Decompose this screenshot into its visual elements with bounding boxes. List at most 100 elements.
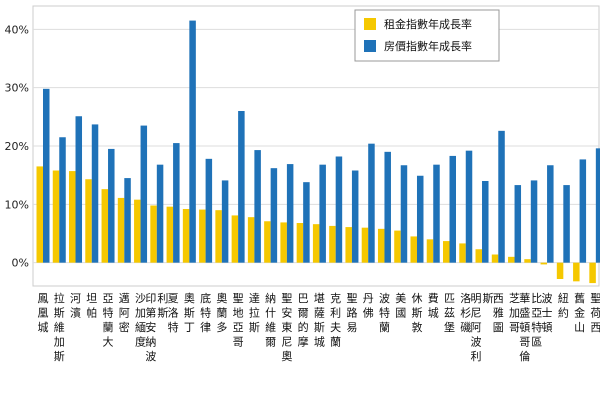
legend: 租金指數年成長率 房價指數年成長率: [354, 9, 500, 62]
bar-rent: [69, 171, 76, 263]
y-tick-label: 0%: [12, 257, 29, 270]
category-label: 亞特蘭大: [103, 292, 114, 349]
y-tick-label: 40%: [5, 23, 29, 36]
category-label: 奧蘭多: [216, 292, 227, 334]
category-label: 美國: [395, 292, 406, 320]
category-label: 波士頓: [542, 292, 553, 334]
bar-rent: [329, 225, 336, 263]
category-label: 夏洛特: [168, 292, 179, 334]
bar-rent: [264, 221, 271, 263]
legend-label-house: 房價指數年成長率: [384, 39, 472, 53]
bar-house: [108, 148, 115, 263]
bar-house: [482, 181, 489, 263]
category-label: 華盛頓哥倫比亞特區: [519, 292, 542, 363]
bar-rent: [280, 222, 287, 263]
bar-rent: [36, 166, 43, 263]
bar-rent: [540, 262, 548, 265]
bar-rent: [459, 243, 466, 263]
bar-house: [449, 155, 456, 263]
category-label: 印第安納波利斯: [145, 292, 168, 363]
category-label: 洛杉磯: [460, 291, 471, 334]
bar-rent: [443, 241, 450, 263]
category-label: 邁阿密: [119, 291, 130, 334]
bar-rent: [573, 262, 580, 282]
bar-house: [384, 151, 391, 263]
bar-rent: [410, 236, 417, 263]
legend-swatch-rent: [364, 18, 376, 30]
bar-rent: [52, 170, 60, 263]
bar-house: [530, 180, 538, 263]
bar-rent: [491, 254, 499, 263]
bar-rent: [150, 205, 157, 263]
bar-house: [254, 150, 261, 263]
bar-house: [173, 143, 180, 263]
bar-house: [205, 158, 213, 263]
category-label: 聖地亞哥: [233, 292, 244, 349]
bar-rent: [85, 179, 92, 263]
bar-house: [286, 164, 294, 263]
bar-house: [91, 124, 99, 263]
bar-rent: [199, 209, 206, 263]
bar-house: [59, 137, 66, 263]
y-tick-label: 10%: [5, 198, 29, 211]
bar-rent: [426, 239, 434, 263]
category-label: 芝加哥: [509, 292, 520, 334]
bar-rent: [134, 199, 141, 263]
bar-rent: [247, 217, 255, 263]
bar-house: [547, 165, 554, 263]
bar-rent: [345, 227, 352, 263]
bar-house: [351, 170, 359, 263]
y-axis-tick-labels: 0% 10% 20% 30% 40%: [5, 23, 29, 269]
category-label: 費城: [428, 291, 439, 320]
bar-house: [563, 185, 570, 263]
category-label: 達拉斯: [249, 292, 260, 334]
category-label: 巴爾的摩: [298, 292, 309, 349]
bar-rent: [182, 209, 190, 263]
bar-house: [303, 182, 310, 263]
bar-rent: [166, 206, 174, 263]
bar-house: [416, 175, 424, 263]
bars: [36, 20, 600, 284]
bar-rent: [312, 224, 320, 263]
bar-rent: [215, 210, 222, 263]
category-label: 休斯敦: [411, 292, 422, 334]
bar-rent: [117, 197, 125, 263]
bar-rent: [231, 215, 239, 263]
bar-house: [189, 20, 196, 263]
category-label: 納什維爾: [265, 292, 276, 349]
bar-house: [335, 156, 343, 263]
bar-house: [270, 168, 278, 263]
category-label: 聖安東尼奧: [281, 292, 292, 363]
bar-house: [433, 164, 440, 263]
bar-rent: [508, 256, 515, 263]
y-tick-label: 20%: [5, 140, 29, 153]
bar-house: [221, 180, 229, 263]
bar-house: [400, 165, 408, 263]
category-label: 拉斯維加斯: [54, 291, 65, 363]
category-label: 明尼阿波利斯: [471, 292, 494, 363]
bar-rent: [101, 189, 109, 263]
category-label: 河濱: [70, 292, 81, 320]
bar-house: [514, 185, 522, 263]
category-label: 舊金山: [574, 291, 585, 334]
bar-house: [156, 164, 164, 263]
category-label: 波特蘭: [379, 292, 390, 334]
category-label: 坦帕: [86, 291, 97, 320]
bar-rent: [589, 262, 596, 284]
category-label: 聖路易: [346, 292, 357, 334]
bar-rent: [296, 223, 304, 263]
bar-house: [498, 130, 505, 263]
bar-house: [368, 143, 375, 263]
bar-house: [75, 116, 83, 263]
category-label: 鳳凰城: [38, 292, 49, 334]
category-label: 沙加緬度: [135, 292, 146, 349]
category-label: 西雅圖: [493, 292, 504, 334]
category-label: 匹茲堡: [444, 292, 455, 334]
bar-house: [579, 159, 587, 263]
category-label: 底特律: [200, 291, 211, 334]
category-label: 紐約: [558, 292, 569, 320]
bar-rent: [377, 228, 385, 263]
legend-box: [354, 9, 500, 62]
